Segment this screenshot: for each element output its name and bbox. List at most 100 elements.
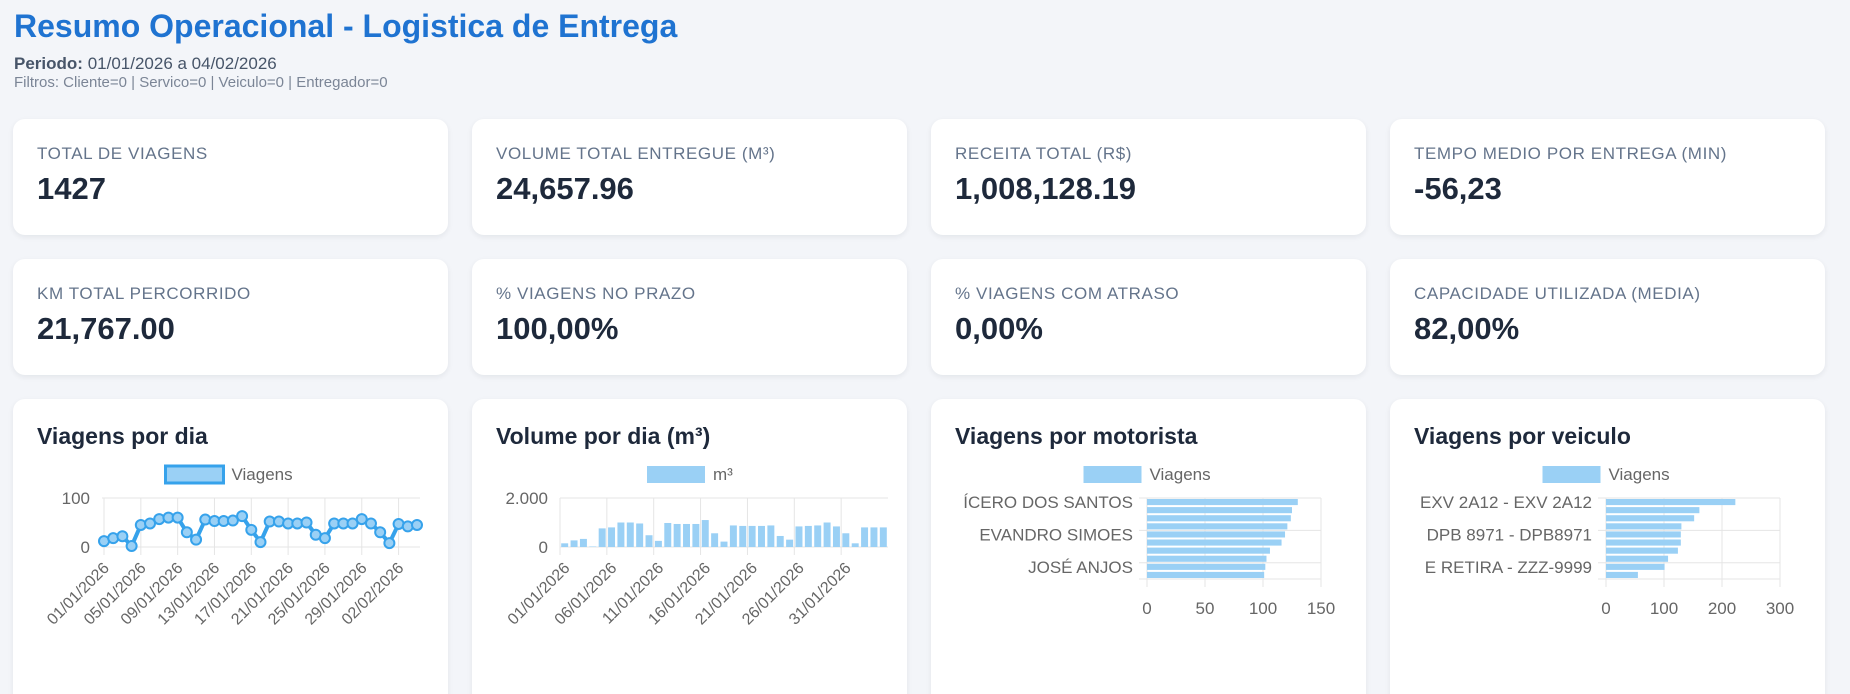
data-bar[interactable] [1147, 531, 1286, 538]
data-bar[interactable] [1606, 547, 1678, 554]
data-point[interactable] [190, 533, 203, 546]
data-bar[interactable] [654, 540, 662, 547]
data-bar[interactable] [739, 525, 747, 547]
kpi-value: 21,767.00 [37, 311, 175, 346]
data-point[interactable] [374, 526, 387, 539]
data-bar[interactable] [617, 522, 625, 548]
legend-swatch [647, 466, 705, 483]
data-point[interactable] [254, 536, 267, 549]
data-bar[interactable] [1606, 531, 1681, 538]
data-bar[interactable] [1606, 555, 1669, 562]
data-point[interactable] [180, 526, 193, 539]
data-bar[interactable] [1606, 523, 1682, 530]
data-point[interactable] [245, 523, 258, 536]
data-bar[interactable] [851, 543, 859, 547]
legend[interactable]: Viagens [164, 464, 293, 485]
legend[interactable]: m³ [647, 465, 733, 484]
kpi-viagens-com-atraso: % VIAGENS COM ATRASO 0,00% [931, 259, 1366, 375]
data-bar[interactable] [711, 533, 719, 547]
horizontal-bar-chart: Viagens 0 50 100 150 ÍCERO DOS SANTOS EVANDRO … [963, 465, 1335, 618]
data-bar[interactable] [579, 538, 587, 547]
kpi-value: 24,657.96 [496, 171, 634, 206]
data-point[interactable] [116, 530, 129, 543]
data-bar[interactable] [645, 535, 653, 547]
data-bar[interactable] [664, 522, 672, 547]
data-point[interactable] [383, 537, 396, 550]
legend[interactable]: Viagens [1083, 465, 1211, 484]
data-bar[interactable] [1606, 515, 1695, 522]
data-bar[interactable] [1147, 499, 1298, 506]
data-bar[interactable] [1147, 571, 1265, 578]
chart-viagens-por-veiculo: Viagens por veiculo Viagens 0 100 200 300 EXV… [1390, 399, 1825, 694]
data-point[interactable] [355, 513, 368, 526]
data-bar[interactable] [1147, 523, 1288, 530]
data-bar[interactable] [1606, 499, 1736, 506]
data-bar[interactable] [1606, 571, 1638, 578]
data-bar[interactable] [626, 522, 634, 548]
data-bar[interactable] [561, 543, 569, 547]
data-point[interactable] [226, 514, 239, 527]
data-point[interactable] [236, 510, 249, 523]
data-bar[interactable] [776, 535, 784, 547]
data-bar[interactable] [804, 525, 812, 547]
data-bar[interactable] [683, 523, 690, 547]
data-bar[interactable] [795, 526, 803, 547]
data-bar[interactable] [1606, 507, 1700, 514]
chart-volume-por-dia: Volume por dia (m³) m³ 2.000 0 01/01/2026 06… [472, 399, 907, 694]
legend-swatch [164, 464, 225, 485]
data-point[interactable] [125, 540, 138, 553]
kpi-label: RECEITA TOTAL (R$) [955, 144, 1133, 163]
data-bar[interactable] [692, 523, 700, 547]
kpi-receita-total: RECEITA TOTAL (R$) 1,008,128.19 [931, 119, 1366, 235]
legend-label: Viagens [232, 465, 293, 484]
data-bar[interactable] [870, 527, 878, 547]
data-bar[interactable] [673, 523, 681, 547]
data-bar[interactable] [1147, 547, 1270, 554]
line-chart: Viagens100001/01/202605/01/202609/01/202… [44, 464, 423, 628]
data-point[interactable] [171, 511, 184, 524]
kpi-tempo-medio: TEMPO MEDIO POR ENTREGA (MIN) -56,23 [1390, 119, 1825, 235]
data-bar[interactable] [636, 523, 644, 547]
data-bar[interactable] [879, 527, 887, 547]
data-bar[interactable] [720, 541, 728, 547]
chart-title: Viagens por motorista [955, 423, 1198, 449]
data-bar[interactable] [570, 540, 578, 547]
data-point[interactable] [411, 518, 423, 531]
data-bar[interactable] [1147, 539, 1282, 546]
data-bar[interactable] [861, 527, 869, 547]
kpi-label: CAPACIDADE UTILIZADA (MEDIA) [1414, 284, 1701, 303]
page-title: Resumo Operacional - Logistica de Entreg… [14, 8, 678, 44]
data-bar[interactable] [701, 520, 709, 547]
data-bar[interactable] [1147, 563, 1266, 570]
kpi-label: % VIAGENS NO PRAZO [496, 284, 696, 303]
data-bar[interactable] [729, 525, 737, 547]
data-bar[interactable] [608, 527, 616, 547]
legend[interactable]: Viagens [1542, 465, 1670, 484]
data-bar[interactable] [832, 526, 840, 547]
data-point[interactable] [346, 517, 359, 530]
x-tick-label: 50 [1196, 599, 1215, 618]
data-bar[interactable] [1606, 539, 1681, 546]
x-tick-label: 0 [1601, 599, 1610, 618]
data-bar[interactable] [1606, 563, 1665, 570]
data-bar[interactable] [786, 539, 794, 547]
y-tick-label: DPB 8971 - DPB8971 [1427, 525, 1592, 544]
data-point[interactable] [364, 517, 377, 530]
data-point[interactable] [144, 517, 157, 530]
data-point[interactable] [300, 516, 313, 529]
data-point[interactable] [318, 532, 331, 545]
data-bar[interactable] [1147, 507, 1292, 514]
data-bar[interactable] [823, 522, 831, 548]
data-bar[interactable] [1147, 515, 1291, 522]
data-bar[interactable] [1147, 555, 1267, 562]
data-bar[interactable] [758, 525, 765, 547]
data-bar[interactable] [748, 525, 756, 547]
legend-label: Viagens [1150, 465, 1211, 484]
y-tick-label: 2.000 [505, 489, 548, 508]
data-bar[interactable] [598, 528, 606, 547]
data-bar[interactable] [767, 525, 775, 547]
kpi-value: 0,00% [955, 311, 1043, 346]
data-bar[interactable] [842, 533, 850, 547]
data-bar[interactable] [814, 525, 822, 547]
y-tick-label: 0 [539, 538, 548, 557]
